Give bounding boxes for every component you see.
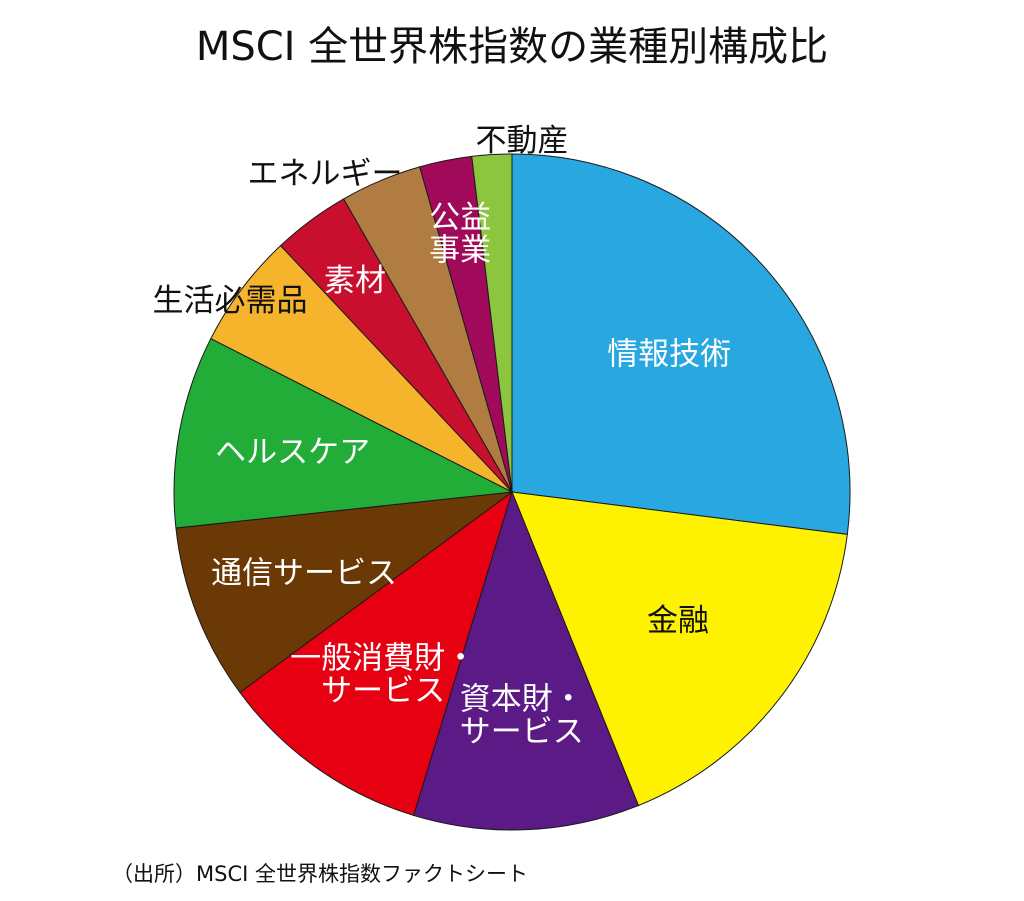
slice-label: 金融 [647, 603, 709, 639]
pie-slice [471, 153, 513, 493]
pie-slice [175, 491, 514, 694]
slice-label: 通信サービス [211, 556, 397, 592]
pie-slices [173, 153, 851, 831]
chart-title: MSCI 全世界株指数の業種別構成比 [195, 24, 829, 70]
slice-label: 公益事業 [429, 200, 491, 269]
pie-slice [511, 491, 848, 807]
pie-slice [511, 153, 851, 535]
slice-label: 資本財・サービス [460, 681, 584, 750]
slice-label: 一般消費財・サービス [290, 641, 476, 710]
pie-slice [239, 490, 513, 816]
pie-slice [413, 490, 640, 831]
source-note: （出所）MSCI 全世界株指数ファクトシート [112, 862, 528, 886]
pie-slice [173, 337, 514, 529]
slice-label: 情報技術 [607, 336, 731, 372]
slice-label: 生活必需品 [153, 283, 308, 319]
slice-label: エネルギー [248, 156, 403, 192]
slice-label: 素材 [324, 263, 386, 299]
slice-label: 不動産 [476, 123, 569, 159]
slice-label: ヘルスケア [215, 434, 370, 470]
